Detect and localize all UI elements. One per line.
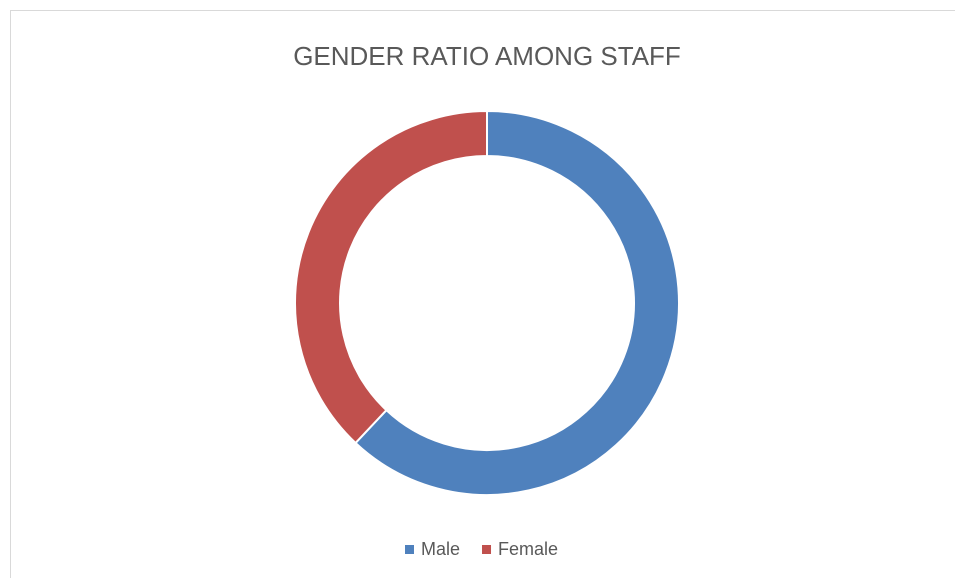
legend-label: Female	[498, 539, 558, 559]
chart-title: GENDER RATIO AMONG STAFF	[293, 41, 681, 71]
legend-swatch	[482, 545, 492, 554]
legend-swatch	[405, 545, 414, 554]
donut-slice	[354, 109, 680, 496]
donut-slice	[294, 109, 488, 445]
legend-label: Male	[421, 539, 460, 559]
